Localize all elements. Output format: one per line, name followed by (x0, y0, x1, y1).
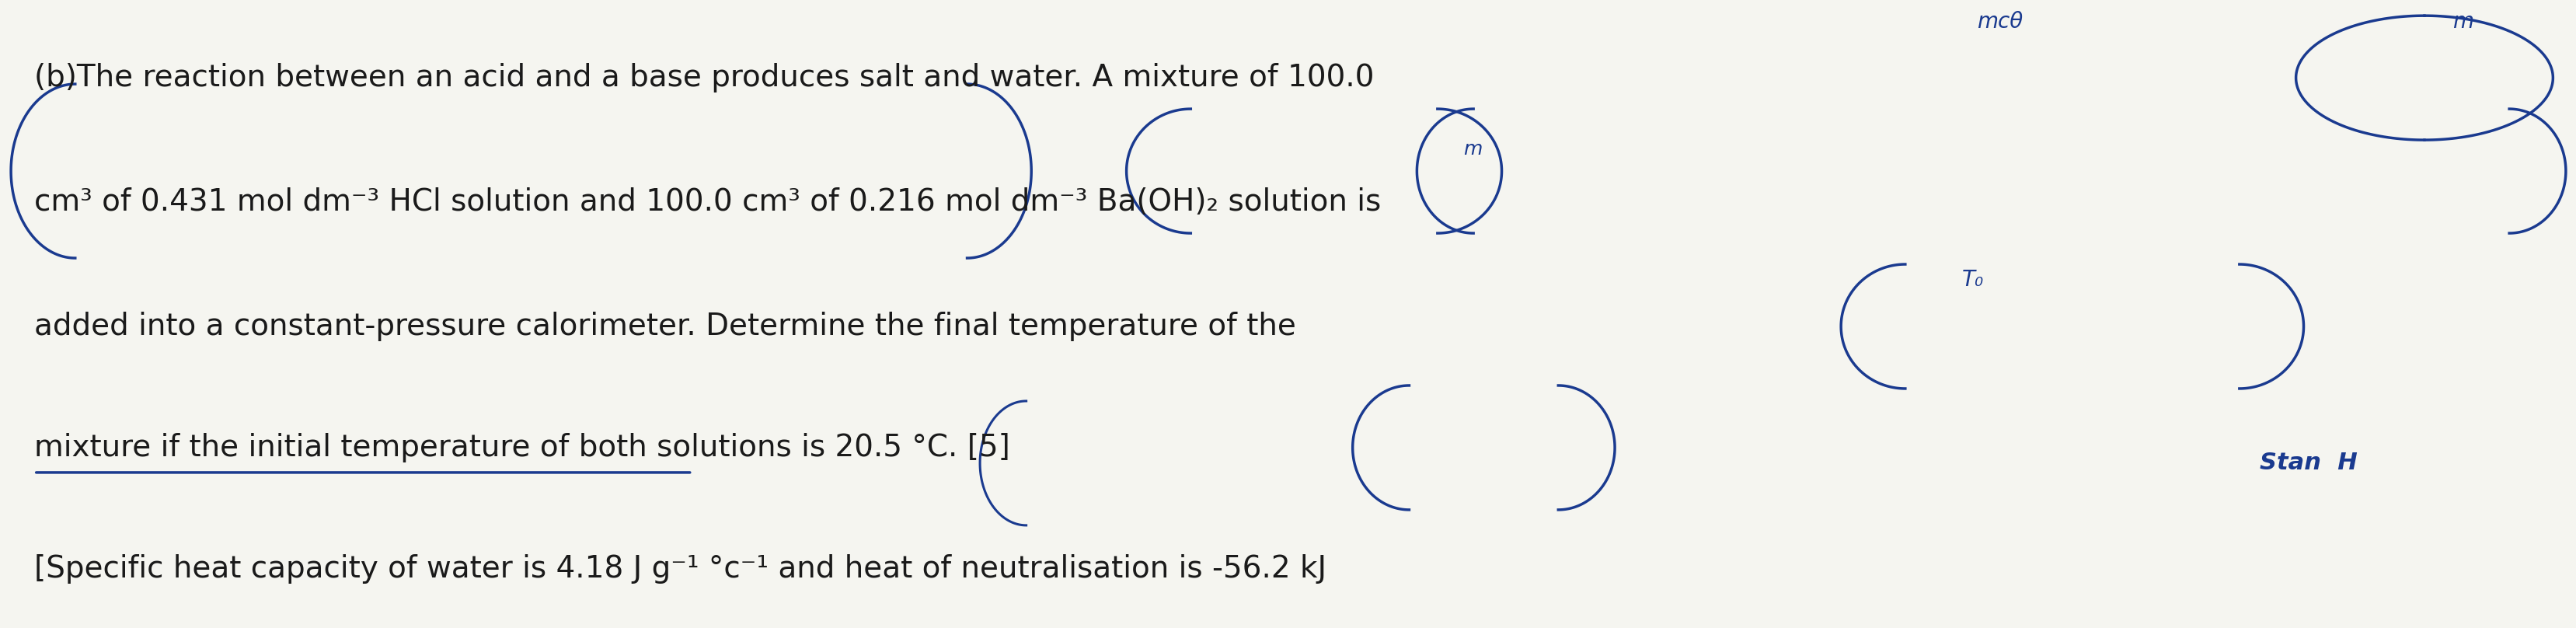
Text: Stan  H: Stan H (2259, 452, 2357, 474)
Text: m: m (2452, 11, 2473, 33)
Text: added into a constant-pressure calorimeter. Determine the final temperature of t: added into a constant-pressure calorimet… (33, 311, 1296, 341)
Text: mixture if the initial temperature of both solutions is 20.5 °C. [5]: mixture if the initial temperature of bo… (33, 433, 1010, 462)
Text: [Specific heat capacity of water is 4.18 J g⁻¹ °c⁻¹ and heat of neutralisation i: [Specific heat capacity of water is 4.18… (33, 554, 1327, 583)
Text: cm³ of 0.431 mol dm⁻³ HCl solution and 100.0 cm³ of 0.216 mol dm⁻³ Ba(OH)₂ solut: cm³ of 0.431 mol dm⁻³ HCl solution and 1… (33, 187, 1381, 217)
Text: m: m (1463, 140, 1481, 159)
Text: T₀: T₀ (1960, 269, 1984, 291)
Text: (b)The reaction between an acid and a base produces salt and water. A mixture of: (b)The reaction between an acid and a ba… (33, 63, 1373, 92)
Text: mcθ: mcθ (1976, 11, 2022, 33)
